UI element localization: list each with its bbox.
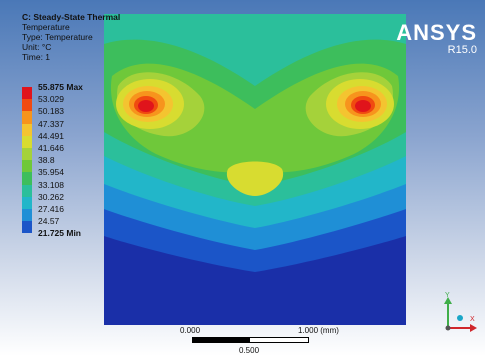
x-axis-label: X	[470, 316, 475, 323]
ansys-logo: ANSYS R15.0	[396, 22, 477, 57]
triad-origin	[445, 325, 451, 331]
legend-swatch	[22, 196, 32, 209]
legend-swatch	[22, 172, 32, 185]
legend-value-label: 24.57	[38, 216, 60, 227]
legend-value-label: 21.725 Min	[38, 228, 81, 239]
y-axis-arrow	[444, 297, 452, 304]
y-axis-label: Y	[445, 292, 450, 299]
legend-swatch	[22, 99, 32, 112]
legend-value-label: 53.029	[38, 94, 64, 105]
result-header: C: Steady-State Thermal Temperature Type…	[22, 12, 120, 62]
scale-bar-white	[249, 337, 309, 343]
logo-brand: ANSYS	[396, 20, 477, 45]
contour-band-max	[355, 100, 371, 112]
legend-swatch	[22, 87, 32, 100]
legend-swatch	[22, 123, 32, 136]
legend-value-label: 44.491	[38, 130, 64, 141]
legend-value-label: 50.183	[38, 106, 64, 117]
scale-bar: 0.000 1.000 (mm) 0.500	[180, 326, 350, 356]
legend-swatch	[22, 221, 32, 234]
result-type: Type: Temperature	[22, 32, 93, 42]
result-time: Time: 1	[22, 52, 51, 62]
legend-swatch	[22, 111, 32, 124]
scale-bar-black	[192, 337, 249, 343]
legend-value-label: 55.875 Max	[38, 82, 83, 92]
legend-value-label: 38.8	[38, 155, 55, 166]
legend-value-label: 30.262	[38, 191, 64, 202]
legend-swatch	[22, 147, 32, 161]
axis-triad[interactable]: Y X	[430, 288, 480, 338]
scale-right-label: 1.000 (mm)	[298, 326, 339, 335]
scale-left-label: 0.000	[180, 326, 201, 335]
legend-value-label: 41.646	[38, 142, 64, 153]
temperature-contour-plot[interactable]	[104, 14, 406, 325]
legend-swatch	[22, 208, 32, 222]
logo-release: R15.0	[447, 44, 477, 56]
result-unit: Unit: °C	[22, 42, 52, 52]
result-name: Temperature	[22, 22, 70, 32]
legend-swatch	[22, 135, 32, 148]
legend-value-label: 27.416	[38, 203, 64, 214]
legend-swatch	[22, 160, 32, 173]
analysis-title: C: Steady-State Thermal	[22, 12, 121, 22]
legend-value-label: 47.337	[38, 118, 64, 129]
contour-hot-center	[226, 161, 284, 196]
contour-band-max	[138, 100, 154, 112]
z-axis-dot	[457, 315, 463, 321]
legend-value-label: 33.108	[38, 179, 64, 190]
scale-mid-label: 0.500	[239, 346, 260, 355]
x-axis-arrow	[470, 324, 477, 332]
legend-swatch	[22, 184, 32, 197]
legend-value-label: 35.954	[38, 167, 64, 178]
